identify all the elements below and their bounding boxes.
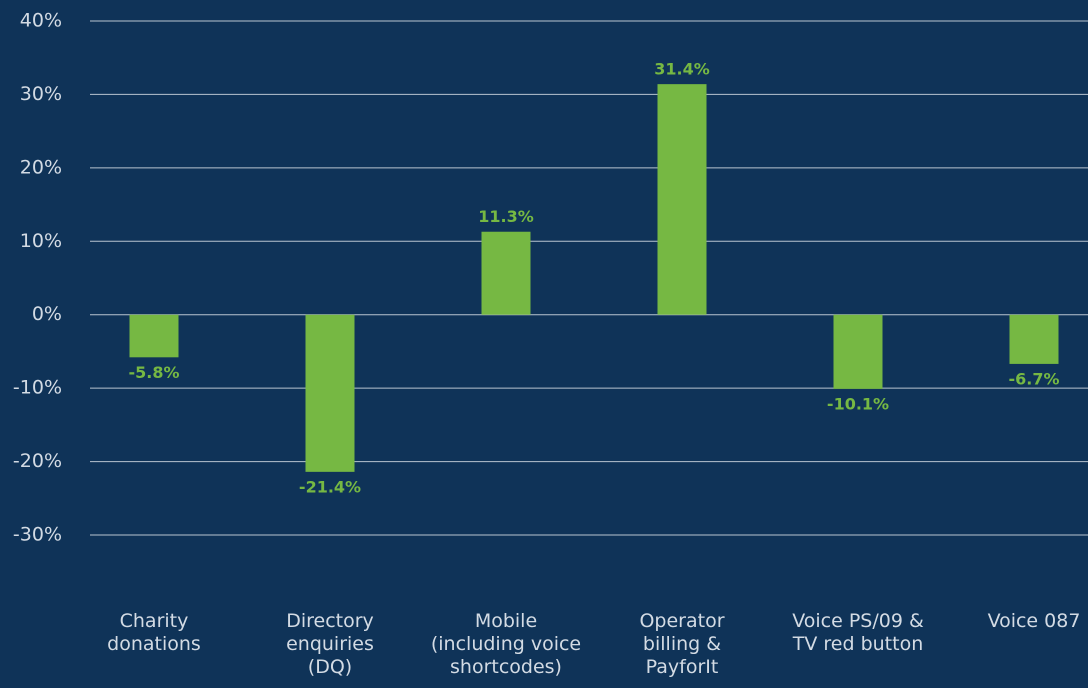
bar [305, 314, 355, 472]
y-tick-label: -20% [13, 450, 62, 472]
y-tick-label: 40% [20, 10, 62, 32]
value-label: -5.8% [128, 363, 179, 382]
x-tick-label: Charity donations [107, 610, 201, 655]
value-label: -6.7% [1008, 369, 1059, 388]
bar [1009, 314, 1059, 364]
value-label: -10.1% [827, 394, 889, 413]
value-label: 11.3% [478, 207, 534, 226]
x-tick-label: Mobile (including voice shortcodes) [430, 610, 582, 678]
bar [481, 231, 531, 315]
y-tick-label: 0% [32, 303, 62, 325]
y-tick-label: 30% [20, 83, 62, 105]
y-tick-label: 10% [20, 230, 62, 252]
x-tick-label: Voice 087 [987, 610, 1081, 632]
y-tick-label: -30% [13, 524, 62, 546]
value-label: 31.4% [654, 60, 710, 79]
bar [657, 84, 707, 315]
y-tick-label: 20% [20, 156, 62, 178]
x-tick-label: Voice PS/09 & TV red button [792, 610, 924, 655]
x-tick-label: Directory enquiries (DQ) [286, 610, 374, 678]
bar [129, 314, 179, 358]
bar [833, 314, 883, 389]
x-tick-label: Operator billing & PayforIt [639, 610, 725, 678]
y-tick-label: -10% [13, 377, 62, 399]
value-label: -21.4% [299, 477, 361, 496]
